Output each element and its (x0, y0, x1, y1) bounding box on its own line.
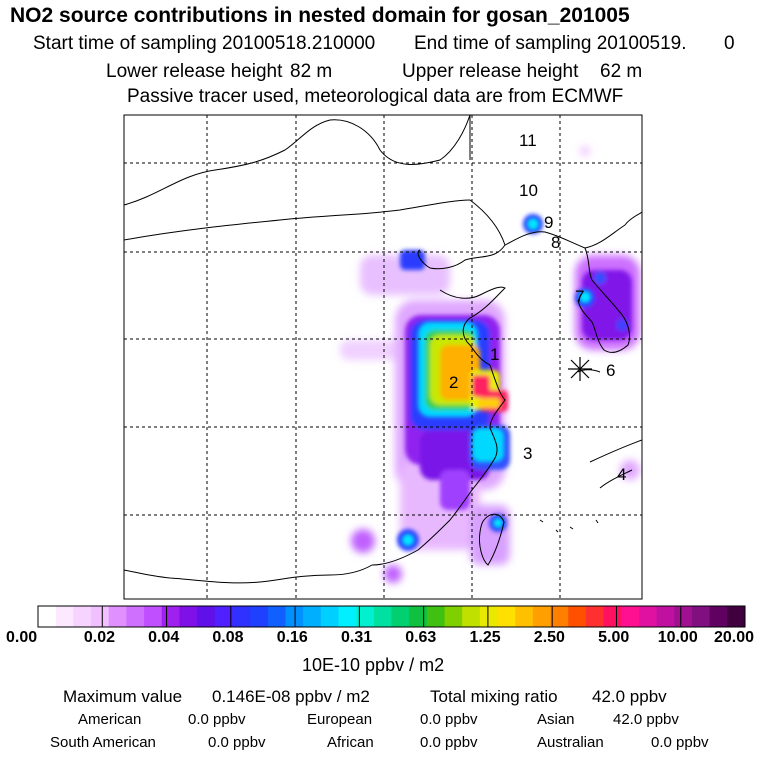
colorbar-tick-label: 0.08 (212, 629, 244, 646)
colorbar-tick-label: 5.00 (598, 629, 630, 646)
colorbar-swatch (532, 606, 552, 627)
colorbar (37, 605, 746, 628)
lower-height-value: 82 m (290, 61, 333, 82)
colorbar-swatch (267, 606, 286, 627)
colorbar-tick-label: 10.00 (657, 629, 698, 646)
colorbar-swatch (285, 606, 304, 627)
source-australian-name: Australian (537, 734, 604, 751)
colorbar-swatch (38, 606, 57, 627)
colorbar-tick-label: 0.31 (341, 629, 373, 646)
colorbar-swatch (409, 606, 428, 627)
max-value: 0.146E-08 ppbv / m2 (212, 687, 370, 706)
page-title: NO2 source contributions in nested domai… (10, 4, 630, 27)
colorbar-swatch (497, 606, 516, 627)
colorbar-swatch (108, 606, 127, 627)
colorbar-swatch (214, 606, 233, 627)
tracer-note: Passive tracer used, meteorological data… (127, 86, 624, 107)
region-label-9: 9 (544, 213, 553, 232)
colorbar-swatch (709, 606, 728, 627)
colorbar-swatch (356, 606, 375, 627)
region-label-8: 8 (551, 233, 560, 252)
region-label-7: 7 (575, 287, 584, 306)
source-american-name: American (78, 711, 142, 728)
region-label-10: 10 (519, 181, 538, 200)
source-asian-value: 42.0 ppbv (613, 711, 679, 728)
region-label-1: 1 (490, 345, 499, 364)
colorbar-swatch (603, 606, 622, 627)
colorbar-swatch (338, 606, 357, 627)
colorbar-swatch (144, 606, 163, 627)
colorbar-swatch (462, 606, 481, 627)
source-australian-value: 0.0 ppbv (651, 734, 709, 751)
colorbar-swatch (621, 606, 640, 627)
region-labels: 1 2 3 4 6 7 8 9 10 11 (449, 131, 626, 484)
max-label: Maximum value (63, 687, 183, 706)
colorbar-swatch (73, 606, 92, 627)
colorbar-tick-label: 1.25 (469, 629, 501, 646)
end-time: End time of sampling 20100519. (414, 33, 687, 54)
end-time-value: 0 (724, 33, 735, 54)
start-time: Start time of sampling 20100518.210000 (33, 33, 376, 54)
colorbar-swatch (656, 606, 675, 627)
colorbar-ticks (37, 606, 746, 627)
colorbar-swatch (568, 606, 587, 627)
colorbar-swatch (674, 606, 693, 627)
colorbar-swatch (161, 606, 180, 627)
upper-height-value: 62 m (600, 61, 643, 82)
map-frame (123, 114, 643, 600)
colorbar-swatch (320, 606, 339, 627)
upper-height-label: Upper release height (402, 61, 579, 82)
colorbar-tick-label: 0.00 (6, 629, 38, 646)
region-label-2: 2 (449, 373, 458, 392)
colorbar-swatch (391, 606, 410, 627)
colorbar-swatch (179, 606, 198, 627)
colorbar-swatch (55, 606, 74, 627)
colorbar-swatch (91, 606, 110, 627)
colorbar-swatch (515, 606, 534, 627)
source-american-value: 0.0 ppbv (188, 711, 246, 728)
colorbar-swatch (585, 606, 605, 627)
colorbar-swatch (426, 606, 446, 627)
colorbar-tick-label: 0.04 (148, 629, 180, 646)
asterisk-icon (568, 357, 592, 381)
coastlines (124, 115, 642, 584)
colorbar-swatch (303, 606, 322, 627)
colorbar-swatch (444, 606, 463, 627)
lat-lon-grid (124, 115, 642, 599)
colorbar-swatch (126, 606, 145, 627)
colorbar-tick-label: 0.16 (276, 629, 308, 646)
colorbar-swatch (373, 606, 392, 627)
colorbar-tick-label: 0.63 (405, 629, 437, 646)
colorbar-swatch (479, 606, 499, 627)
source-european-name: European (307, 711, 373, 728)
colorbar-swatch (197, 606, 216, 627)
source-asian-name: Asian (537, 711, 575, 728)
colorbar-swatch (638, 606, 658, 627)
region-label-6: 6 (606, 361, 615, 380)
colorbar-swatch (232, 606, 251, 627)
colorbar-tick-label: 20.00 (714, 629, 755, 646)
colorbar-tick-label: 2.50 (533, 629, 565, 646)
colorbar-swatch (250, 606, 269, 627)
region-label-11: 11 (519, 131, 537, 150)
colorbar-swatch (691, 606, 711, 627)
colorbar-tick-label: 0.02 (83, 629, 116, 646)
source-european-value: 0.0 ppbv (420, 711, 478, 728)
colorbar-swatch (727, 606, 746, 627)
source-african-value: 0.0 ppbv (420, 734, 478, 751)
total-value: 42.0 ppbv (592, 687, 667, 706)
colorbar-units: 10E-10 ppbv / m2 (302, 655, 445, 675)
source-african-name: African (327, 734, 374, 751)
lower-height-label: Lower release height (106, 61, 283, 82)
source-south-american-name: South American (50, 734, 156, 751)
source-south-american-value: 0.0 ppbv (208, 734, 266, 751)
total-label: Total mixing ratio (430, 687, 558, 706)
region-label-4: 4 (617, 465, 626, 484)
region-label-3: 3 (523, 444, 532, 463)
colorbar-swatch (550, 606, 569, 627)
